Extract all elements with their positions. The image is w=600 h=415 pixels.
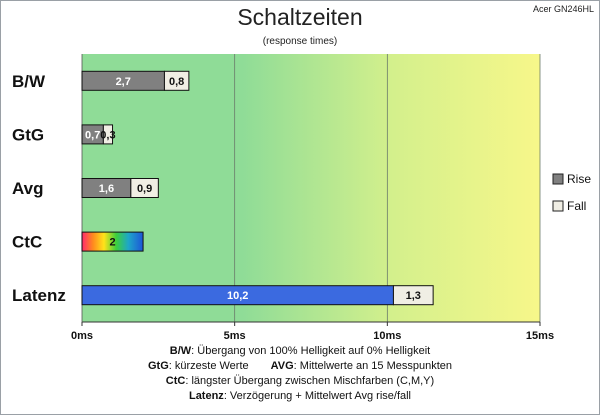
- data-label-fall: 0,8: [169, 76, 184, 88]
- note-avg-text: : Mittelwerte an 15 Messpunkten: [293, 360, 453, 372]
- data-label-fall: 0,3: [100, 129, 115, 141]
- data-label-rise: 0,7: [85, 129, 100, 141]
- category-label: B/W: [12, 72, 46, 91]
- note-bw-text: : Übergang von 100% Helligkeit auf 0% He…: [191, 345, 431, 357]
- bar-fall: [102, 124, 114, 145]
- data-label-fall: 1,3: [406, 290, 421, 302]
- bar-fall: [392, 285, 434, 306]
- note-latenz-text: : Verzögerung + Mittelwert Avg rise/fall: [223, 390, 412, 402]
- category-label: Latenz: [12, 286, 66, 305]
- legend-swatch: [552, 173, 564, 185]
- bar-rise: [81, 231, 144, 252]
- x-tick-label: 10ms: [373, 330, 401, 342]
- category-label: Avg: [12, 179, 44, 198]
- legend-label: Fall: [567, 199, 586, 213]
- note-avg-key: AVG: [270, 360, 294, 372]
- note-latenz: Latenz: Verzögerung + Mittelwert Avg ris…: [0, 389, 600, 404]
- legend-swatch: [552, 200, 564, 212]
- category-label: CtC: [12, 233, 42, 252]
- note-gtg-avg: GtG: kürzeste Werte AVG: Mittelwerte an 1…: [0, 359, 600, 374]
- x-tick-label: 15ms: [526, 330, 554, 342]
- data-label-rise: 2,7: [116, 76, 131, 88]
- note-bw-key: B/W: [169, 345, 192, 357]
- category-label: GtG: [12, 125, 44, 144]
- bar-fall: [163, 70, 190, 91]
- note-gtg-key: GtG: [147, 360, 169, 372]
- chart-subtitle: (response times): [262, 36, 338, 47]
- note-gtg-text: : kürzeste Werte: [168, 360, 249, 372]
- data-label-fall: 0,9: [137, 183, 152, 195]
- note-ctc-key: CtC: [165, 375, 186, 387]
- note-ctc-text: : längster Übergang zwischen Mischfarben…: [185, 375, 435, 387]
- x-tick-label: 0ms: [71, 330, 93, 342]
- data-label-rise: 2: [109, 237, 115, 249]
- data-label-rise: 10,2: [227, 290, 248, 302]
- legend-label: Rise: [567, 172, 591, 186]
- bar-fall: [130, 178, 159, 198]
- chart-notes: B/W: Übergang von 100% Helligkeit auf 0%…: [0, 344, 600, 404]
- data-label-rise: 1,6: [99, 183, 114, 195]
- note-bw: B/W: Übergang von 100% Helligkeit auf 0%…: [0, 344, 600, 359]
- monitor-model-label: Acer GN246HL: [532, 4, 594, 14]
- chart-title: Schaltzeiten: [237, 4, 363, 30]
- note-latenz-key: Latenz: [188, 390, 224, 402]
- x-tick-label: 5ms: [224, 330, 246, 342]
- note-ctc: CtC: längster Übergang zwischen Mischfar…: [0, 374, 600, 389]
